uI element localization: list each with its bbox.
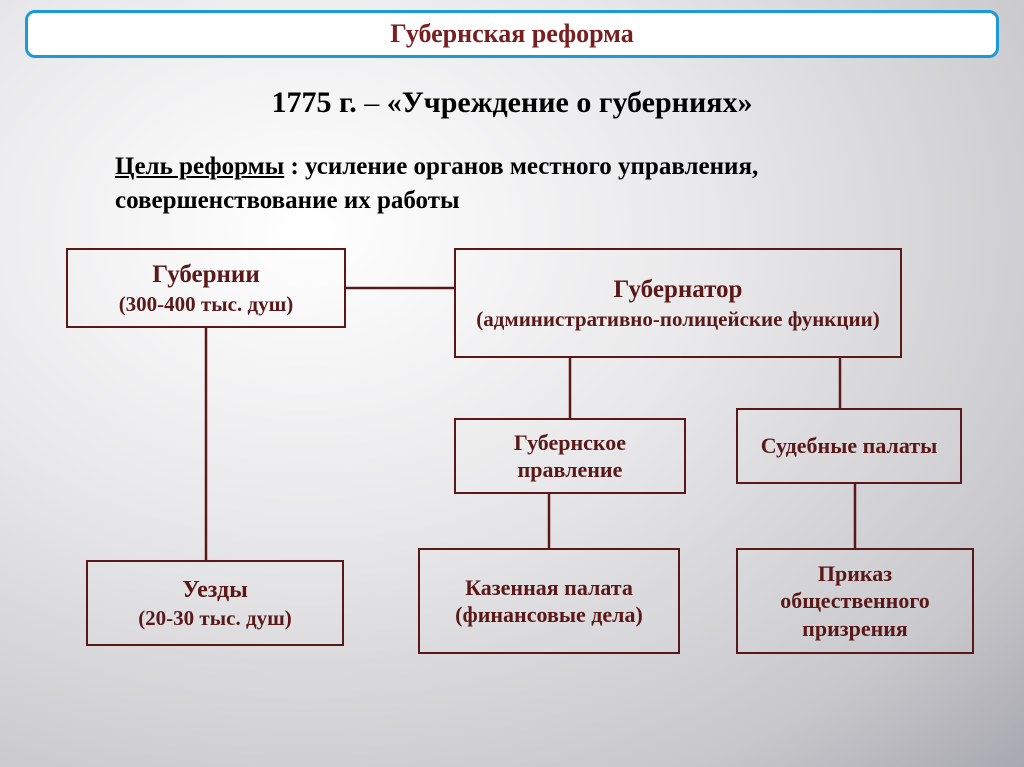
subtitle-dash: – [357, 86, 387, 119]
title-text: Губернская реформа [390, 19, 633, 49]
box-uezdy: Уезды(20-30 тыс. душ) [86, 560, 344, 646]
box-gubernii-line2: (300-400 тыс. душ) [119, 291, 294, 317]
box-pravlenie-line1: Губернское правление [466, 429, 674, 484]
goal-text: Цель реформы : усиление органов местного… [115, 150, 954, 218]
box-gubernator-line1: Губернатор [614, 274, 743, 305]
subtitle-rest: «Учреждение о губерниях» [387, 86, 753, 119]
box-prikaz: Приказ общественного призрения [736, 548, 974, 654]
box-gubernator-line2: (административно-полицейские функции) [476, 306, 879, 332]
box-gubernator: Губернатор(административно-полицейские ф… [454, 248, 902, 358]
subtitle-year: 1775 г. [272, 86, 357, 119]
box-sudpalaty: Судебные палаты [736, 408, 962, 484]
box-sudpalaty-line1: Судебные палаты [761, 432, 938, 460]
box-uezdy-line1: Уезды [182, 575, 248, 605]
subtitle: 1775 г. – «Учреждение о губерниях» [0, 86, 1024, 120]
box-prikaz-line1: Приказ общественного призрения [748, 560, 962, 643]
goal-label: Цель реформы [115, 153, 284, 180]
box-uezdy-line2: (20-30 тыс. душ) [138, 605, 292, 631]
box-gubernii: Губернии(300-400 тыс. душ) [66, 248, 346, 328]
box-pravlenie: Губернское правление [454, 418, 686, 494]
title-bar: Губернская реформа [25, 10, 999, 58]
box-kazpalata-line1: Казенная палата (финансовые дела) [430, 574, 668, 629]
box-kazpalata: Казенная палата (финансовые дела) [418, 548, 680, 654]
box-gubernii-line1: Губернии [152, 259, 260, 290]
